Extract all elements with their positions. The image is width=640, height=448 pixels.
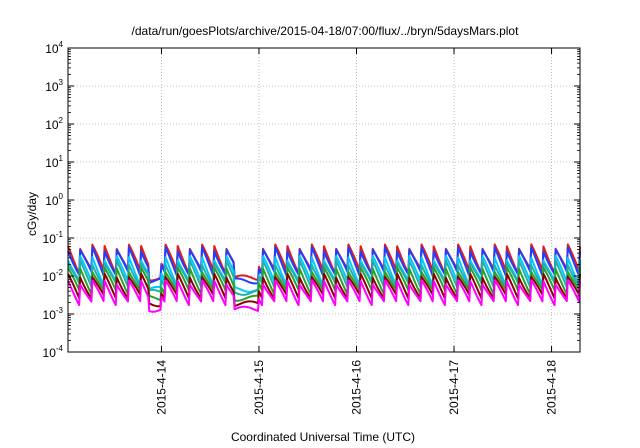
y-tick-label: 10-3 [43,306,64,322]
grid [68,48,580,352]
y-tick-label: 100 [45,192,63,208]
ticks: 10-4 10-3 10-2 10-1 100 101 102 103 104 2015-4-14… [43,40,580,415]
series-line [67,259,581,296]
y-tick-label: 10-1 [43,230,64,246]
x-tick-label: 2015-4-15 [252,360,266,415]
x-tick-label: 2015-4-14 [154,360,168,415]
y-tick-label: 10-2 [43,268,64,284]
y-tick-label: 101 [45,154,63,170]
x-tick-label: 2015-4-16 [350,360,364,415]
chart-title: /data/run/goesPlots/archive/2015-04-18/0… [132,24,520,38]
series-line [67,272,581,308]
series-line [67,266,581,302]
y-axis-label: cGy/day [25,192,39,236]
series-layer [67,243,581,313]
series-line [67,246,581,285]
y-tick-label: 102 [45,116,63,132]
x-tick-label: 2015-4-17 [447,360,461,415]
series-line [67,279,581,313]
x-axis-label: Coordinated Universal Time (UTC) [231,430,415,444]
y-tick-label: 10-4 [43,344,64,360]
x-tick-label: 2015-4-18 [545,360,559,415]
y-tick-label: 103 [45,78,63,94]
series-line [67,254,581,293]
y-tick-label: 104 [45,40,63,56]
